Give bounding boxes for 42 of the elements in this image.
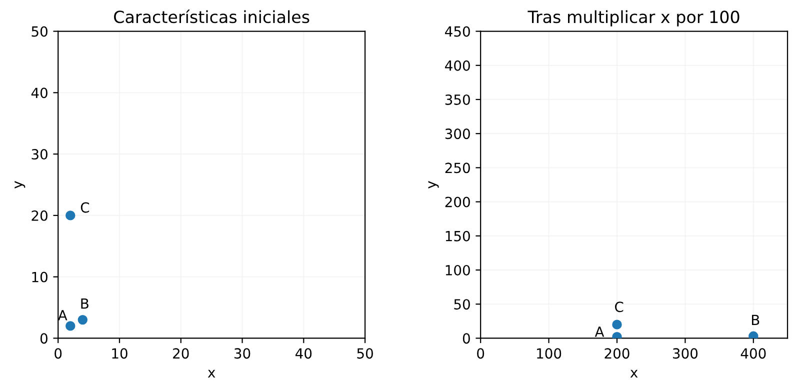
y-tick-label: 350 (445, 94, 470, 105)
y-axis-title: y (428, 181, 439, 188)
x-tick-label: 0 (477, 348, 484, 359)
y-tick-label: 0 (40, 333, 48, 344)
y-tick-label: 100 (446, 264, 470, 276)
annotation: A (58, 310, 68, 320)
y-tick-label: 50 (32, 26, 48, 37)
chart-title: Tras multiplicar x por 100 (528, 10, 740, 26)
point (78, 314, 88, 325)
x-tick-label: 50 (357, 348, 373, 359)
annotation: B (81, 298, 88, 309)
chart-title: Características iniciales (114, 10, 310, 24)
annotation: B (752, 314, 760, 325)
x-tick-label: 400 (740, 348, 766, 359)
x-tick-label: 0 (54, 348, 62, 359)
x-tick-label: 10 (112, 348, 128, 359)
y-tick-label: 40 (31, 88, 48, 98)
y-tick-label: 20 (32, 210, 48, 221)
x-tick-label: 30 (234, 348, 250, 359)
y-tick-label: 400 (445, 60, 470, 71)
point (66, 321, 76, 331)
annotation: C (614, 302, 624, 312)
y-tick-label: 150 (446, 230, 470, 242)
x-tick-label: 20 (173, 348, 189, 359)
annotation: C (80, 202, 90, 213)
y-tick-label: 30 (32, 149, 48, 160)
y-tick-label: 250 (445, 162, 470, 174)
y-tick-label: 50 (454, 299, 470, 310)
y-tick-label: 450 (445, 26, 470, 37)
x-tick-label: 300 (673, 348, 698, 359)
x-tick-label: 40 (295, 348, 312, 359)
x-axis-title: x (630, 370, 638, 378)
y-tick-label: 0 (462, 333, 470, 344)
x-tick-label: 200 (604, 348, 630, 359)
annotation: A (594, 326, 604, 337)
y-tick-label: 10 (32, 272, 48, 282)
y-axis-title: y (14, 181, 26, 188)
x-tick-label: 100 (537, 348, 562, 359)
y-tick-label: 300 (445, 128, 470, 140)
x-axis-title: x (208, 370, 216, 378)
y-tick-label: 200 (445, 196, 470, 208)
point (66, 210, 76, 220)
